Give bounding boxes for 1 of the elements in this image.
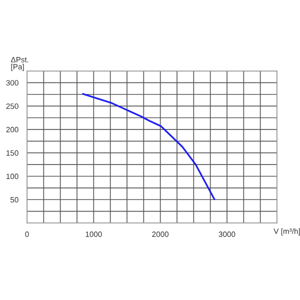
line-series (82, 93, 216, 200)
